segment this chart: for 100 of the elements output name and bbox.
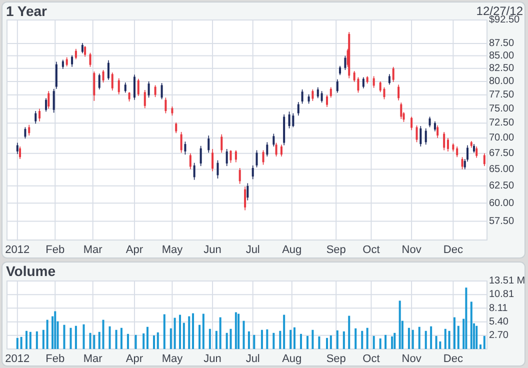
y-tick-label: 2.70 — [489, 330, 509, 342]
candlestick — [312, 89, 314, 102]
x-tick-label: Dec — [443, 244, 464, 256]
candlestick — [326, 94, 328, 108]
candlestick — [45, 98, 48, 112]
bar — [465, 288, 468, 349]
bar — [142, 333, 145, 349]
bar — [93, 334, 96, 349]
bar — [54, 311, 56, 349]
candlestick — [84, 46, 86, 58]
y-tick-label: 65.00 — [489, 164, 514, 175]
y-tick-label: 5.40 — [489, 316, 509, 328]
candlestick — [118, 78, 120, 95]
candlestick — [48, 90, 50, 110]
x-tick-label: Sep — [326, 244, 346, 256]
candlestick — [443, 132, 446, 151]
bar — [42, 330, 44, 349]
y-tick-label: 62.50 — [489, 180, 514, 192]
candlestick — [189, 152, 192, 170]
candlestick — [133, 74, 136, 100]
bar — [330, 335, 332, 349]
bar — [412, 330, 414, 349]
bar — [361, 330, 364, 349]
candlestick — [34, 110, 37, 124]
bar — [74, 326, 77, 349]
x-tick-label: Feb — [46, 353, 65, 365]
bar — [430, 326, 432, 349]
candlestick — [434, 120, 436, 132]
candlestick — [216, 160, 219, 179]
bar — [102, 320, 104, 349]
candlestick — [175, 122, 178, 134]
y-tick-label: 75.00 — [489, 103, 514, 114]
x-tick-label: Oct — [362, 244, 380, 256]
bar — [163, 314, 166, 349]
bar — [283, 314, 286, 349]
bar — [152, 335, 155, 349]
bar — [483, 336, 486, 349]
bar — [188, 316, 190, 349]
candlestick — [416, 125, 418, 143]
x-tick-label: Aug — [282, 353, 302, 365]
y-tick-label: 57.50 — [489, 216, 514, 227]
bar — [170, 328, 172, 349]
bar — [115, 330, 118, 349]
x-tick-label: Sep — [326, 353, 346, 365]
x-tick-label: Oct — [362, 353, 380, 365]
y-tick-label: 67.50 — [489, 148, 514, 159]
bar — [424, 330, 427, 349]
candlestick — [292, 112, 294, 128]
candlestick — [320, 90, 323, 103]
candlestick — [446, 138, 449, 152]
candlestick — [200, 145, 202, 166]
x-tick-label: 2012 — [5, 353, 30, 365]
candlestick — [128, 92, 130, 102]
y-tick-label: 70.00 — [489, 132, 514, 144]
bar — [46, 320, 48, 349]
candlestick — [55, 61, 58, 90]
x-tick-label: Apr — [126, 244, 144, 256]
y-tick-label: 10.81 — [489, 289, 514, 300]
y-tick-label: 13.51 M — [489, 276, 526, 287]
x-tick-label: Jul — [246, 244, 260, 256]
candlestick — [208, 135, 210, 154]
bar — [272, 332, 275, 349]
bar — [219, 317, 222, 349]
candlestick — [107, 60, 110, 80]
x-tick-label: Aug — [282, 244, 302, 256]
bar — [174, 318, 176, 349]
bar — [366, 328, 368, 349]
bar — [134, 334, 137, 349]
bar — [372, 336, 375, 349]
candlestick — [275, 142, 278, 157]
candlestick — [344, 55, 346, 70]
bar — [242, 320, 245, 349]
candlestick — [252, 165, 254, 180]
bar — [336, 330, 338, 349]
bar — [82, 324, 85, 349]
candlestick — [379, 81, 382, 93]
x-tick-label: 2012 — [5, 244, 30, 256]
candlestick — [62, 59, 64, 70]
y-tick-label: 87.50 — [489, 38, 514, 50]
bar — [126, 334, 129, 349]
bar — [306, 336, 308, 349]
x-tick-label: Jul — [246, 353, 260, 365]
bar — [348, 316, 350, 349]
chart-title: Volume — [6, 263, 56, 279]
x-tick-label: Nov — [402, 353, 422, 365]
candlestick — [280, 144, 282, 157]
x-tick-label: Apr — [126, 353, 144, 365]
y-tick-label: 8.11 — [489, 302, 508, 314]
bar — [279, 330, 282, 349]
bar — [202, 314, 204, 349]
chart-title: 1 Year — [6, 3, 48, 19]
candlestick — [137, 78, 140, 96]
candlestick — [256, 150, 258, 168]
candlestick — [301, 89, 304, 104]
x-tick-label: Jun — [204, 244, 222, 256]
bar — [479, 344, 482, 349]
candlestick — [308, 94, 310, 104]
candlestick — [38, 108, 41, 122]
candlestick — [483, 152, 486, 166]
bar — [208, 328, 211, 349]
